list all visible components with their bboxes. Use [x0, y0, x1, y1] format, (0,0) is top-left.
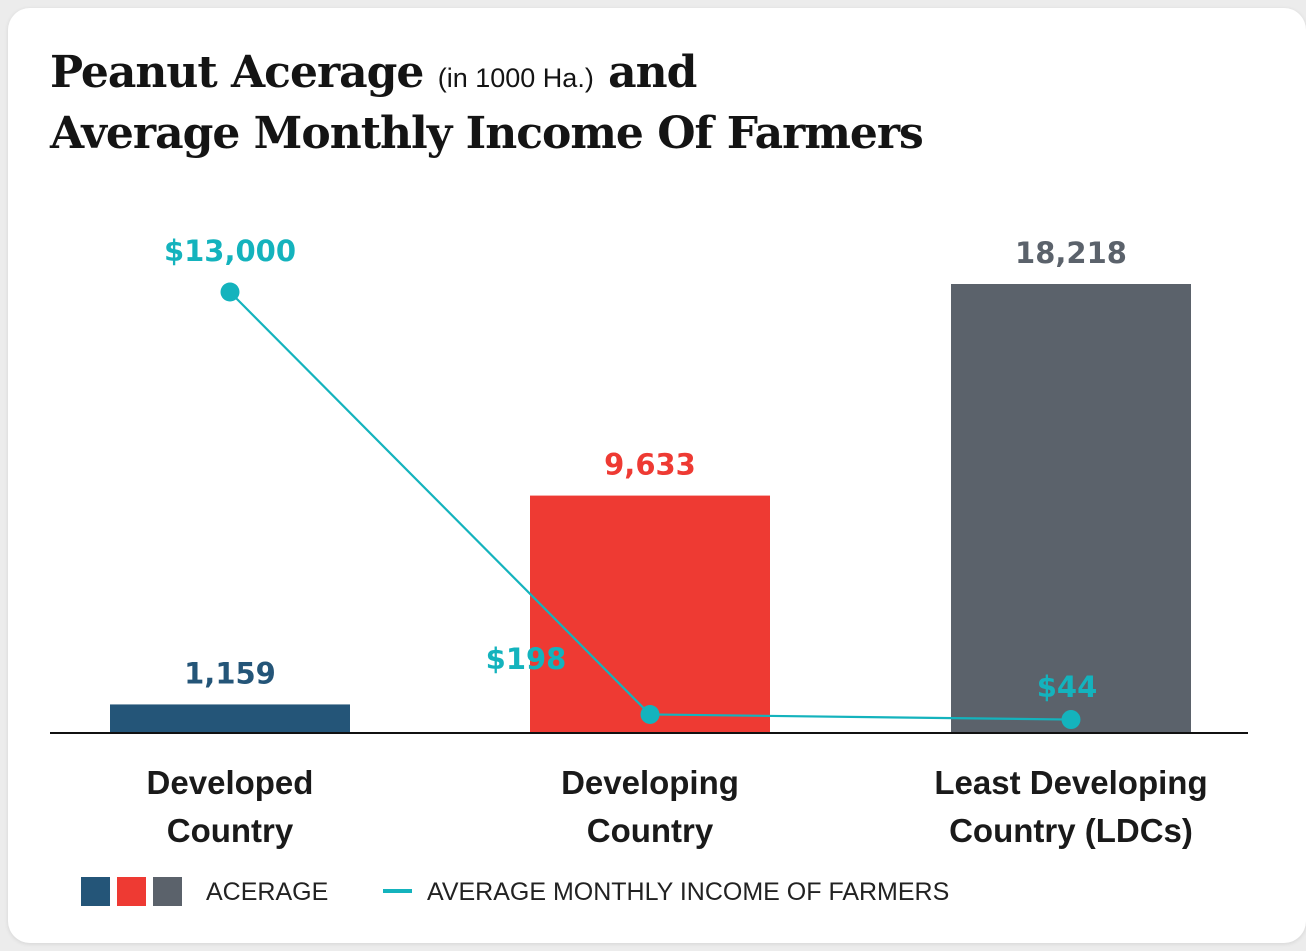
income-point: [220, 282, 240, 302]
bar: [530, 495, 770, 733]
income-point: [1061, 710, 1081, 730]
legend-label-acerage: ACERAGE: [206, 878, 328, 906]
bar: [110, 704, 350, 733]
income-point: [640, 704, 660, 724]
legend-swatch-acerage: [117, 877, 146, 906]
x-tick-label: Country: [167, 812, 294, 849]
x-tick-label: Country (LDCs): [949, 812, 1193, 849]
income-value-label: $198: [486, 642, 567, 676]
bar-value-label: 18,218: [1015, 236, 1127, 270]
title-tail: and: [608, 47, 697, 98]
legend-swatch-acerage: [153, 877, 182, 906]
bar: [951, 284, 1191, 733]
x-tick-label: Least Developing: [934, 764, 1207, 801]
title-main: Peanut Acerage: [50, 47, 424, 98]
x-tick-label: Country: [587, 812, 714, 849]
title-line-2: Average Monthly Income Of Farmers: [50, 108, 924, 159]
title-unit: (in 1000 Ha.): [437, 63, 594, 93]
x-tick-label: Developed: [147, 764, 314, 801]
bar-value-label: 1,159: [184, 656, 276, 690]
bar-value-label: 9,633: [604, 448, 696, 482]
legend-swatch-income: [383, 889, 412, 893]
title-line-1: Peanut Acerage (in 1000 Ha.) and: [50, 45, 923, 106]
legend-swatch-acerage: [81, 877, 110, 906]
legend-label-income: AVERAGE MONTHLY INCOME OF FARMERS: [427, 878, 949, 906]
income-value-label: $44: [1037, 670, 1098, 704]
chart-title: Peanut Acerage (in 1000 Ha.) and Average…: [50, 45, 924, 162]
income-value-label: $13,000: [164, 234, 296, 268]
x-tick-label: Developing: [561, 764, 739, 801]
